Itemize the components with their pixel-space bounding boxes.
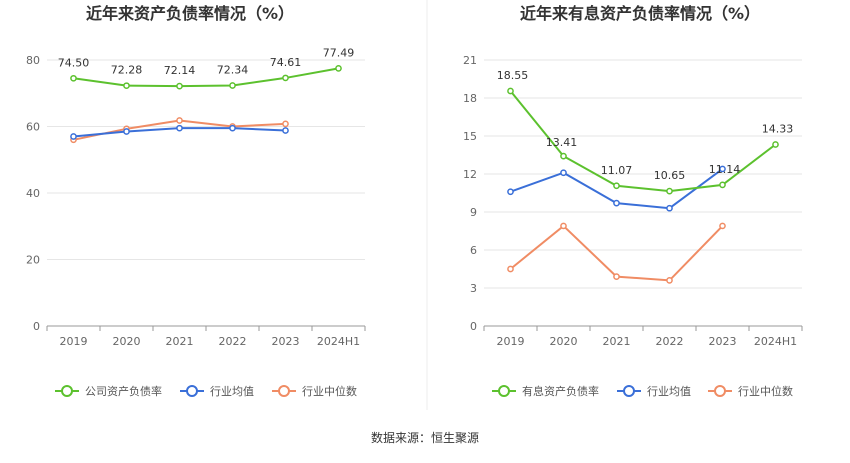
x-tick-label: 2020	[113, 335, 141, 348]
data-point	[613, 199, 620, 207]
chart-title: 近年来有息资产负债率情况（%）	[520, 4, 760, 23]
legend-marker	[498, 385, 510, 397]
x-tick-label: 2022	[219, 335, 247, 348]
data-label: 74.61	[270, 56, 302, 69]
data-point	[282, 127, 289, 134]
data-label: 74.50	[58, 56, 90, 69]
data-label: 72.34	[217, 63, 249, 76]
data-point	[613, 273, 620, 280]
x-tick-label: 2023	[709, 335, 737, 348]
data-point	[507, 265, 514, 273]
data-point	[282, 120, 289, 128]
x-tick-label: 2021	[603, 335, 631, 348]
legend-item: 行业均值	[617, 385, 691, 398]
x-tick-label: 2023	[272, 335, 300, 348]
data-point	[560, 169, 567, 177]
y-tick-label: 21	[463, 54, 477, 67]
data-point	[176, 124, 183, 132]
data-label: 18.55	[497, 69, 529, 82]
data-point	[123, 82, 130, 90]
series-line	[509, 224, 724, 282]
data-point	[229, 124, 236, 132]
legend-marker	[278, 385, 290, 397]
data-point	[719, 165, 726, 173]
data-point	[666, 204, 673, 212]
legend-label: 有息资产负债率	[522, 384, 599, 398]
y-tick-label: 15	[463, 130, 477, 143]
y-tick-label: 60	[26, 121, 40, 134]
legend-label: 行业中位数	[738, 384, 793, 398]
y-tick-label: 40	[26, 187, 40, 200]
series-line	[73, 67, 339, 88]
data-label: 11.14	[709, 163, 741, 176]
legend-label: 行业中位数	[302, 384, 357, 398]
data-point	[772, 141, 779, 148]
x-tick-label: 2022	[656, 335, 684, 348]
data-point	[176, 82, 183, 90]
y-tick-label: 0	[470, 320, 477, 333]
legend-item: 行业均值	[180, 385, 254, 398]
data-point	[613, 182, 620, 190]
x-tick-label: 2019	[497, 335, 525, 348]
chart-title: 近年来资产负债率情况（%）	[86, 4, 294, 23]
data-point	[666, 187, 673, 195]
data-point	[123, 128, 130, 135]
y-tick-label: 18	[463, 92, 477, 105]
y-tick-label: 12	[463, 168, 477, 181]
series-line	[509, 90, 777, 193]
data-point	[507, 188, 514, 196]
y-tick-label: 20	[26, 254, 40, 267]
x-tick-label: 2024H1	[317, 335, 360, 348]
data-label: 72.28	[111, 64, 143, 77]
chart-1: 近年来资产负债率情况（%） 0 20 40 60 80 2019 2020 2021 2022 20…	[26, 4, 366, 398]
legend-item: 有息资产负债率	[492, 384, 599, 398]
data-label: 14.33	[762, 122, 794, 135]
legend-marker	[186, 385, 198, 397]
x-tick-label: 2021	[166, 335, 194, 348]
data-point	[335, 64, 342, 72]
chart-2: 近年来有息资产负债率情况（%） 0 3 6 9 12 15 18 21 2019 2020 2021 2…	[463, 4, 803, 398]
data-point	[70, 133, 77, 140]
data-label: 11.07	[601, 164, 633, 177]
x-tick-label: 2020	[550, 335, 578, 348]
legend-item: 公司资产负债率	[55, 384, 162, 398]
legend-label: 行业均值	[210, 385, 254, 398]
data-point	[507, 87, 514, 95]
legend-marker	[61, 385, 73, 397]
data-point	[176, 117, 183, 124]
y-tick-label: 6	[470, 244, 477, 257]
data-point	[229, 82, 236, 89]
data-point	[560, 152, 567, 160]
data-point	[666, 277, 673, 284]
legend-label: 公司资产负债率	[85, 384, 162, 398]
y-tick-label: 0	[33, 320, 40, 333]
x-tick-label: 2019	[60, 335, 88, 348]
data-label: 10.65	[654, 169, 686, 182]
x-tick-label: 2024H1	[754, 335, 797, 348]
data-label: 72.14	[164, 64, 196, 77]
legend-label: 行业均值	[647, 385, 691, 398]
data-point	[560, 222, 567, 230]
data-point	[719, 222, 726, 230]
legend-item: 行业中位数	[708, 384, 793, 398]
source-text: 数据来源：恒生聚源	[371, 430, 479, 445]
y-tick-label: 9	[470, 206, 477, 219]
data-point	[282, 74, 289, 82]
data-label: 77.49	[323, 46, 355, 59]
data-label: 13.41	[546, 136, 578, 149]
legend-marker	[714, 385, 726, 397]
data-point	[70, 74, 77, 82]
legend-marker	[623, 385, 635, 397]
y-tick-label: 3	[470, 282, 477, 295]
y-tick-label: 80	[26, 54, 40, 67]
legend-item: 行业中位数	[272, 384, 357, 398]
data-point	[719, 181, 726, 189]
